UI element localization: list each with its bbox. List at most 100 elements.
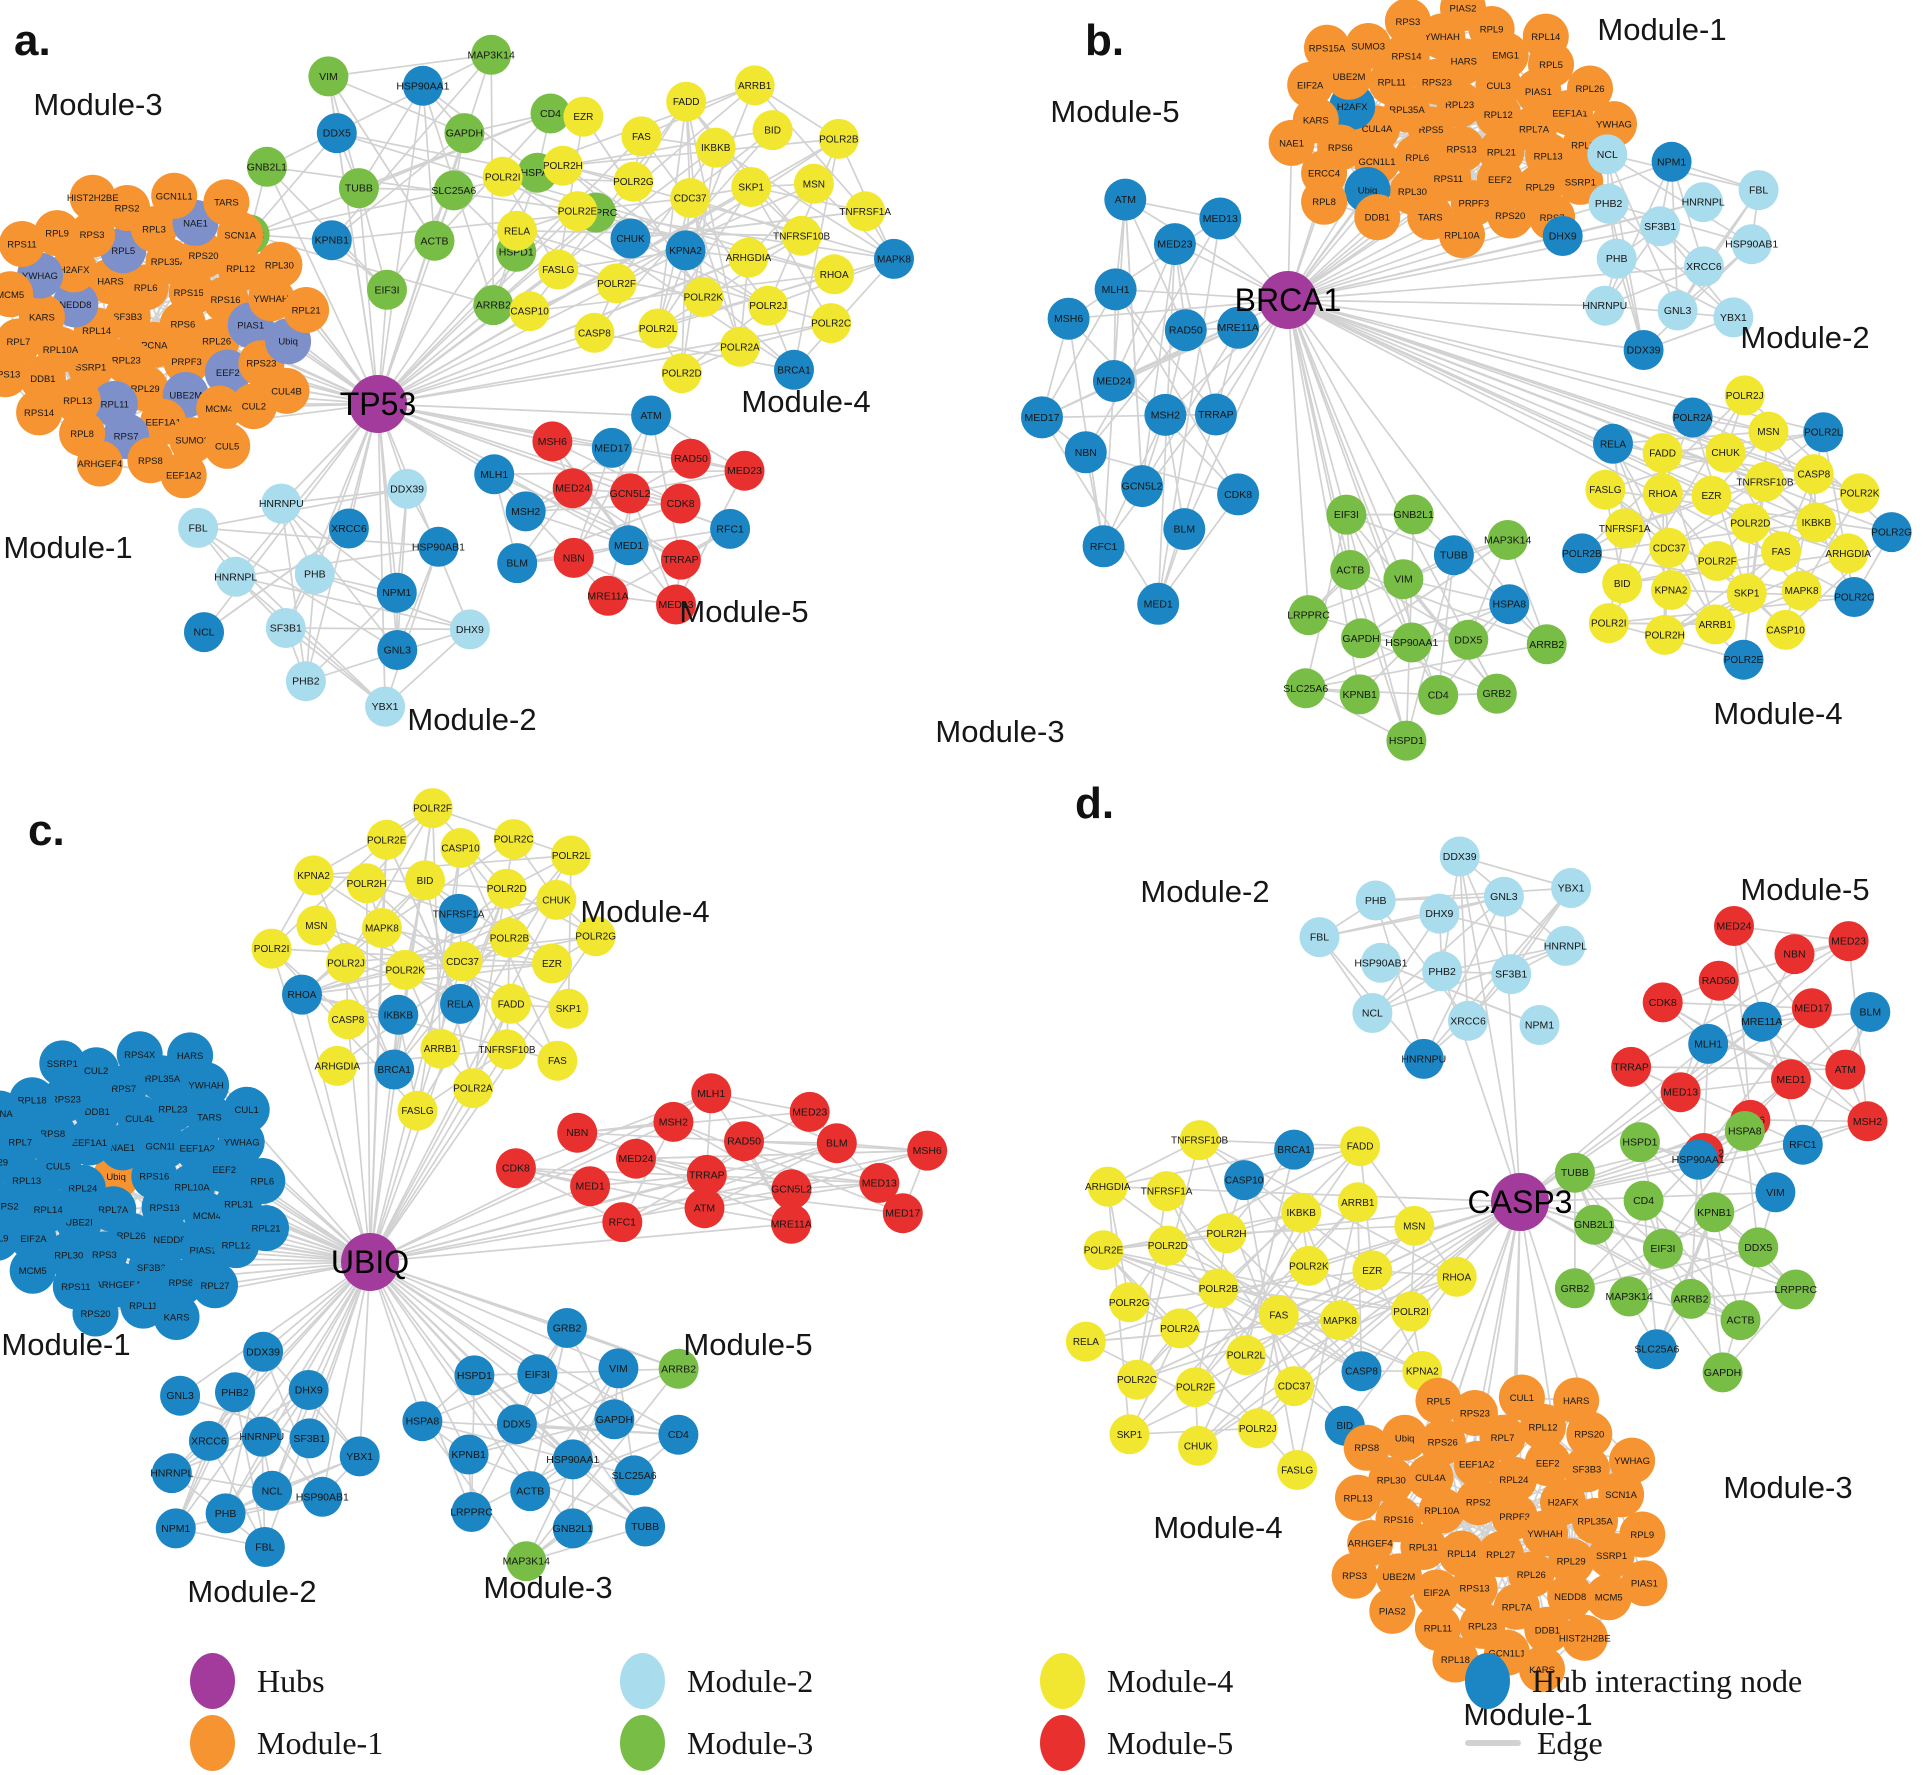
svg-text:HSPA8: HSPA8 [1492,599,1526,611]
node-mcm5: MCM5 [1585,1574,1632,1621]
svg-text:RPL24: RPL24 [1571,140,1600,151]
svg-text:HSP90AB1: HSP90AB1 [1725,239,1778,251]
svg-text:RPL27: RPL27 [1486,1550,1515,1561]
node-sf3b3: SF3B3 [1563,1446,1610,1493]
node-rela: RELA [1593,423,1633,464]
node-rps14: RPS14 [16,389,63,436]
svg-text:RPL3: RPL3 [142,225,166,236]
svg-text:POLR2I: POLR2I [1393,1307,1429,1318]
legend-label-hub-interacting-node: Hub interacting node [1532,1662,1803,1699]
node-polr2j: POLR2J [326,942,366,983]
svg-text:RPS13: RPS13 [1447,145,1477,156]
node-polr2e: POLR2E [1723,639,1764,680]
legend-item-module-2: Module-2 [620,1653,1040,1709]
svg-text:NEDD8: NEDD8 [1554,1592,1586,1603]
svg-text:CASP10: CASP10 [441,844,480,855]
node-polr2a: POLR2A [720,326,760,367]
svg-text:RPL18: RPL18 [1441,1655,1470,1666]
svg-text:POLR2B: POLR2B [490,933,530,944]
node-gcn1l1: GCN1L1 [151,172,198,219]
svg-text:BRCA1: BRCA1 [378,1065,412,1076]
node-cdc37: CDC37 [670,178,711,218]
svg-text:PIAS1: PIAS1 [190,1246,217,1257]
svg-text:RPL12: RPL12 [226,264,255,275]
svg-text:RPL27: RPL27 [200,1281,229,1292]
svg-text:ARHGDIA: ARHGDIA [726,253,772,264]
svg-text:RFC1: RFC1 [609,1217,637,1229]
svg-text:PHB2: PHB2 [1428,966,1456,978]
node-gcn5l2: GCN5L2 [1121,465,1164,508]
node-rpl14: RPL14 [1522,13,1569,60]
svg-text:HARS: HARS [97,277,123,288]
node-slc25a6: SLC25A6 [431,170,476,211]
svg-text:RPS2: RPS2 [1466,1498,1491,1509]
svg-text:YWHAG: YWHAG [1596,120,1632,131]
svg-text:PIAS2: PIAS2 [1379,1606,1406,1617]
svg-text:TNFRSF10B: TNFRSF10B [1736,477,1794,488]
node-rps23: RPS23 [42,1075,89,1122]
node-msn: MSN [1394,1205,1435,1246]
node-med1: MED1 [1137,582,1180,625]
node-fas: FAS [1761,531,1802,572]
node-mcm4: MCM4 [196,385,243,432]
node-arrb1: ARRB1 [734,65,775,106]
node-casp8: CASP8 [327,999,368,1040]
svg-text:RPL30: RPL30 [1398,187,1427,198]
node-hnrnpu: HNRNPU [259,483,304,524]
node-ikbkb: IKBKB [1796,502,1837,543]
svg-text:IKBKB: IKBKB [384,1010,414,1021]
svg-text:RPL10A: RPL10A [1444,231,1480,242]
node-polr2h: POLR2H [1645,614,1685,655]
node-mlh1: MLH1 [1688,1023,1729,1064]
svg-text:DDX39: DDX39 [246,1346,280,1358]
node-slc25a6: SLC25A6 [1634,1329,1680,1370]
nodes: CDC37 POLR2K TNFRSF1A RELA MAPK8 POLR2B IKBKB B… [0,788,948,1582]
svg-text:GCN1L1: GCN1L1 [146,1142,183,1153]
hub-interacting-node-swatch [1465,1653,1510,1709]
node-actb: ACTB [1720,1300,1761,1341]
svg-text:RPL29: RPL29 [1557,1557,1586,1568]
svg-text:RPS13: RPS13 [150,1203,180,1214]
svg-text:MED1: MED1 [614,540,643,552]
node-fas: FAS [537,1040,578,1081]
node-arhgef4: ARHGEF4 [76,440,123,487]
svg-text:RPL23: RPL23 [1468,1621,1497,1632]
svg-text:Ubiq: Ubiq [1358,186,1378,197]
svg-text:POLR2K: POLR2K [1840,489,1880,500]
node-faslg: FASLG [1585,469,1626,510]
svg-text:BID: BID [417,876,434,887]
node-rps13: RPS13 [1451,1564,1498,1611]
node-actb: ACTB [1330,550,1371,590]
node-gnl3: GNL3 [1483,876,1524,917]
node-hspa8: HSPA8 [1489,584,1530,625]
node-cul4a: CUL4A [1407,1454,1454,1501]
svg-text:NBN: NBN [1075,447,1097,459]
svg-text:CUL2: CUL2 [242,402,266,413]
node-sumo3: SUMO3 [169,417,216,464]
svg-text:POLR2C: POLR2C [494,835,534,846]
node-chuk: CHUK [536,879,577,920]
svg-text:LRPPRC: LRPPRC [1287,610,1330,622]
svg-text:RPL13: RPL13 [63,396,92,407]
module-label-c-module-5: Module-5 [683,1327,812,1362]
svg-text:NBN: NBN [566,1127,588,1139]
node-polr2j: POLR2J [748,285,789,326]
node-hspd1: HSPD1 [1386,720,1427,761]
svg-text:HIST2H2BE: HIST2H2BE [1559,1633,1611,1644]
node-gapdh: GAPDH [1341,618,1382,659]
node-kpnb1: KPNB1 [311,220,352,261]
svg-text:GCN5L2: GCN5L2 [771,1184,812,1196]
node-polr2j: POLR2J [1237,1408,1278,1449]
node-msh2: MSH2 [1847,1101,1888,1142]
svg-text:POLR2B: POLR2B [1562,549,1602,560]
svg-text:SUMO3: SUMO3 [175,436,209,447]
node-rpl27: RPL27 [192,1262,238,1309]
svg-text:RPS2: RPS2 [115,204,140,215]
node-blm: BLM [1850,992,1891,1032]
svg-text:RPL11: RPL11 [129,1301,157,1312]
node-med23: MED23 [1828,921,1869,962]
svg-text:CDC37: CDC37 [1653,543,1686,554]
svg-text:RAD50: RAD50 [1702,975,1736,987]
svg-text:RPL11: RPL11 [101,399,129,410]
node-gnl3: GNL3 [377,630,418,670]
